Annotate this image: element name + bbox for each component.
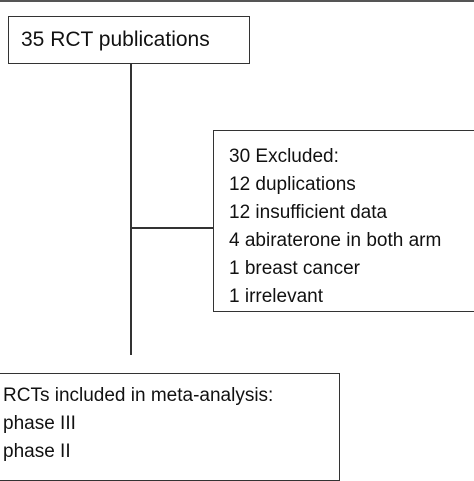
included-item: phase III [3, 413, 76, 434]
flow-connector-to-excluded [130, 227, 213, 229]
excluded-item: 12 insufficient data [229, 202, 388, 223]
top-border-rule [0, 0, 474, 2]
included-box: RCTs included in meta-analysis: phase II… [0, 373, 340, 481]
flow-connector-vertical [130, 64, 132, 355]
excluded-item: 4 abiraterone in both arm [229, 230, 442, 251]
included-item: phase II [3, 441, 71, 462]
rct-publications-label: 35 RCT publications [21, 28, 210, 51]
excluded-item: 1 irrelevant [229, 286, 323, 307]
included-title: RCTs included in meta-analysis: [3, 385, 274, 406]
rct-publications-box: 35 RCT publications [8, 16, 250, 64]
excluded-item: 1 breast cancer [229, 258, 360, 279]
excluded-box: 30 Excluded: 12 duplications 12 insuffic… [213, 130, 474, 312]
excluded-item: 12 duplications [229, 174, 356, 195]
excluded-title: 30 Excluded: [229, 146, 339, 167]
